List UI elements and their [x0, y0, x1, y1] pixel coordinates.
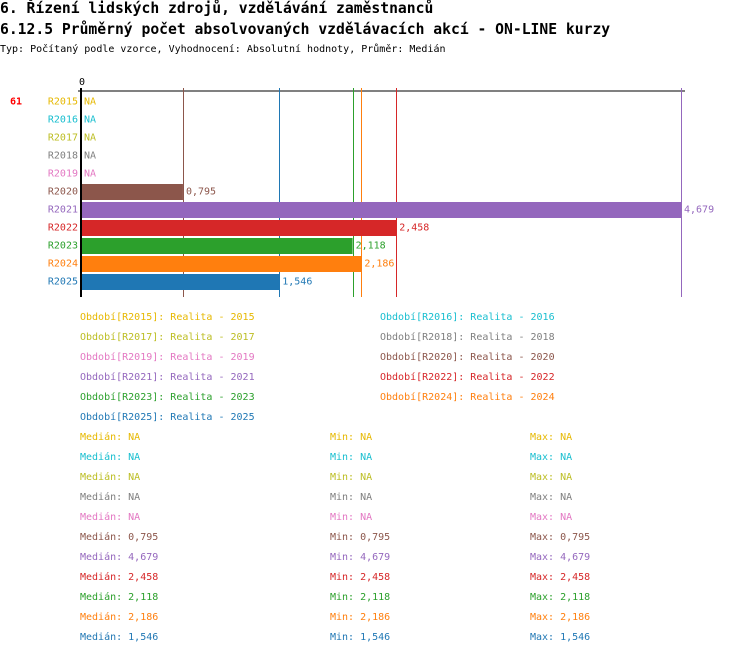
legend-item: Období[R2025]: Realita - 2025	[80, 412, 255, 423]
stat-median: Medián: NA	[80, 472, 141, 483]
data-label: NA	[84, 97, 96, 108]
bar-R2022	[81, 220, 397, 236]
stat-min: Min: NA	[330, 452, 373, 463]
data-label: 4,679	[684, 205, 714, 216]
category-label: R2023	[48, 241, 78, 252]
stat-median: Medián: NA	[80, 432, 141, 443]
legend-item: Období[R2018]: Realita - 2018	[380, 332, 555, 343]
stat-min: Min: 2,118	[330, 592, 391, 603]
stat-min: Min: 2,186	[330, 612, 391, 623]
stat-max: Max: NA	[530, 492, 573, 503]
data-label: 1,546	[282, 277, 312, 288]
legend-item: Období[R2021]: Realita - 2021	[80, 372, 255, 383]
stat-median: Medián: 2,118	[80, 592, 159, 603]
data-label: NA	[84, 133, 96, 144]
data-label: 0,795	[186, 187, 216, 198]
bar-R2024	[81, 256, 362, 272]
legend-item: Období[R2022]: Realita - 2022	[380, 372, 555, 383]
category-label: R2017	[48, 133, 78, 144]
stat-min: Min: NA	[330, 512, 373, 523]
legend-item: Období[R2015]: Realita - 2015	[80, 312, 255, 323]
stat-max: Max: 2,458	[530, 572, 591, 583]
page-title: 6. Řízení lidských zdrojů, vzdělávání za…	[0, 0, 434, 17]
stat-min: Min: 2,458	[330, 572, 391, 583]
stat-median: Medián: NA	[80, 492, 141, 503]
legend-item: Období[R2019]: Realita - 2019	[80, 352, 255, 363]
count-label: 61	[10, 97, 22, 108]
bar-R2020	[81, 184, 183, 200]
stat-max: Max: 1,546	[530, 632, 591, 643]
chart-type-line: Typ: Počítaný podle vzorce, Vyhodnocení:…	[0, 44, 446, 55]
stat-min: Min: 0,795	[330, 532, 391, 543]
stat-min: Min: NA	[330, 492, 373, 503]
stat-max: Max: NA	[530, 432, 573, 443]
category-label: R2016	[48, 115, 78, 126]
category-label: R2018	[48, 151, 78, 162]
stat-min: Min: NA	[330, 432, 373, 443]
axis-tick-label: 0	[79, 77, 85, 88]
category-label: R2024	[48, 259, 78, 270]
stat-max: Max: NA	[530, 472, 573, 483]
stat-max: Max: 2,186	[530, 612, 591, 623]
legend-item: Období[R2017]: Realita - 2017	[80, 332, 255, 343]
category-label: R2025	[48, 277, 78, 288]
stat-median: Medián: 2,458	[80, 572, 159, 583]
data-label: NA	[84, 115, 96, 126]
category-label: R2022	[48, 223, 78, 234]
category-label: R2019	[48, 169, 78, 180]
bar-R2023	[81, 238, 353, 254]
stat-median: Medián: 0,795	[80, 532, 159, 543]
data-label: 2,118	[356, 241, 386, 252]
category-label: R2021	[48, 205, 78, 216]
data-label: 2,458	[399, 223, 429, 234]
category-label: R2015	[48, 97, 78, 108]
legend-item: Období[R2020]: Realita - 2020	[380, 352, 555, 363]
category-label: R2020	[48, 187, 78, 198]
stat-max: Max: 2,118	[530, 592, 591, 603]
stat-median: Medián: 1,546	[80, 632, 159, 643]
legend-item: Období[R2023]: Realita - 2023	[80, 392, 255, 403]
bar-R2021	[81, 202, 681, 218]
stat-median: Medián: NA	[80, 512, 141, 523]
stat-max: Max: 4,679	[530, 552, 591, 563]
data-label: NA	[84, 151, 96, 162]
legend-item: Období[R2024]: Realita - 2024	[380, 392, 555, 403]
data-label: NA	[84, 169, 96, 180]
stat-median: Medián: NA	[80, 452, 141, 463]
bar-chart: R2015 NA R2016 NA R2017 NA R2018 NA R2019 NA R2020…	[10, 77, 714, 297]
stat-max: Max: NA	[530, 452, 573, 463]
legend-item: Období[R2016]: Realita - 2016	[380, 312, 555, 323]
stat-max: Max: NA	[530, 512, 573, 523]
chart-title: 6.12.5 Průměrný počet absolvovaných vzdě…	[0, 21, 611, 38]
stat-median: Medián: 2,186	[80, 612, 159, 623]
stat-min: Min: NA	[330, 472, 373, 483]
stat-max: Max: 0,795	[530, 532, 591, 543]
stat-min: Min: 1,546	[330, 632, 391, 643]
bar-R2025	[81, 274, 280, 290]
stat-median: Medián: 4,679	[80, 552, 159, 563]
data-label: 2,186	[364, 259, 394, 270]
stat-min: Min: 4,679	[330, 552, 391, 563]
